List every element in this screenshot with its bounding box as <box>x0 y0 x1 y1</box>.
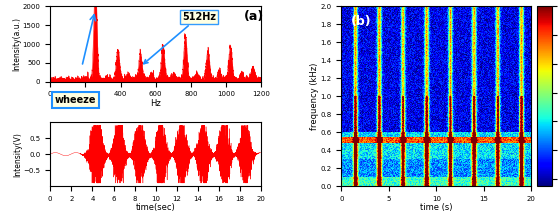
Text: (a): (a) <box>244 10 264 23</box>
Y-axis label: Intensity(a.u.): Intensity(a.u.) <box>12 17 21 71</box>
X-axis label: time (s): time (s) <box>420 203 453 212</box>
Y-axis label: frequency (kHz): frequency (kHz) <box>310 63 319 130</box>
Text: 512Hz: 512Hz <box>144 12 216 64</box>
Text: (b): (b) <box>351 15 372 28</box>
X-axis label: time(sec): time(sec) <box>136 203 176 212</box>
Text: wheeze: wheeze <box>55 95 96 105</box>
X-axis label: Hz: Hz <box>150 99 161 108</box>
Y-axis label: Intensity(V): Intensity(V) <box>13 132 22 177</box>
